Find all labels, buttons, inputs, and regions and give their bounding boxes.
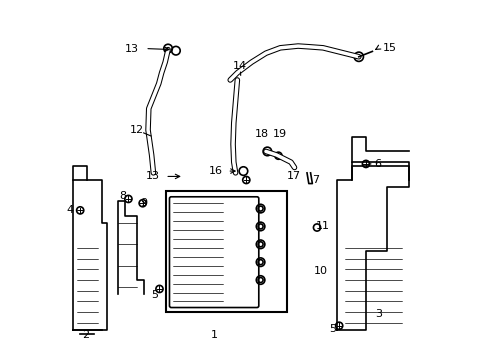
- Text: 1: 1: [210, 330, 217, 341]
- Text: 5: 5: [329, 324, 336, 334]
- Text: 9: 9: [140, 198, 147, 208]
- Text: 19: 19: [273, 129, 286, 139]
- Text: 15: 15: [382, 43, 396, 53]
- Text: 17: 17: [286, 171, 300, 181]
- Text: 11: 11: [315, 221, 329, 231]
- Text: 16: 16: [209, 166, 223, 176]
- Text: 7: 7: [312, 175, 319, 185]
- Text: 8: 8: [119, 191, 125, 201]
- Text: 10: 10: [314, 266, 327, 276]
- Text: 6: 6: [373, 159, 380, 169]
- Text: 12: 12: [129, 125, 143, 135]
- Text: 18: 18: [254, 129, 268, 139]
- Text: 2: 2: [82, 330, 89, 341]
- Text: 3: 3: [374, 309, 381, 319]
- Text: 14: 14: [233, 61, 247, 71]
- Text: 13: 13: [145, 171, 159, 181]
- Text: 13: 13: [125, 44, 139, 54]
- Text: 5: 5: [151, 290, 158, 300]
- Text: 4: 4: [66, 205, 74, 215]
- Bar: [165, 191, 287, 312]
